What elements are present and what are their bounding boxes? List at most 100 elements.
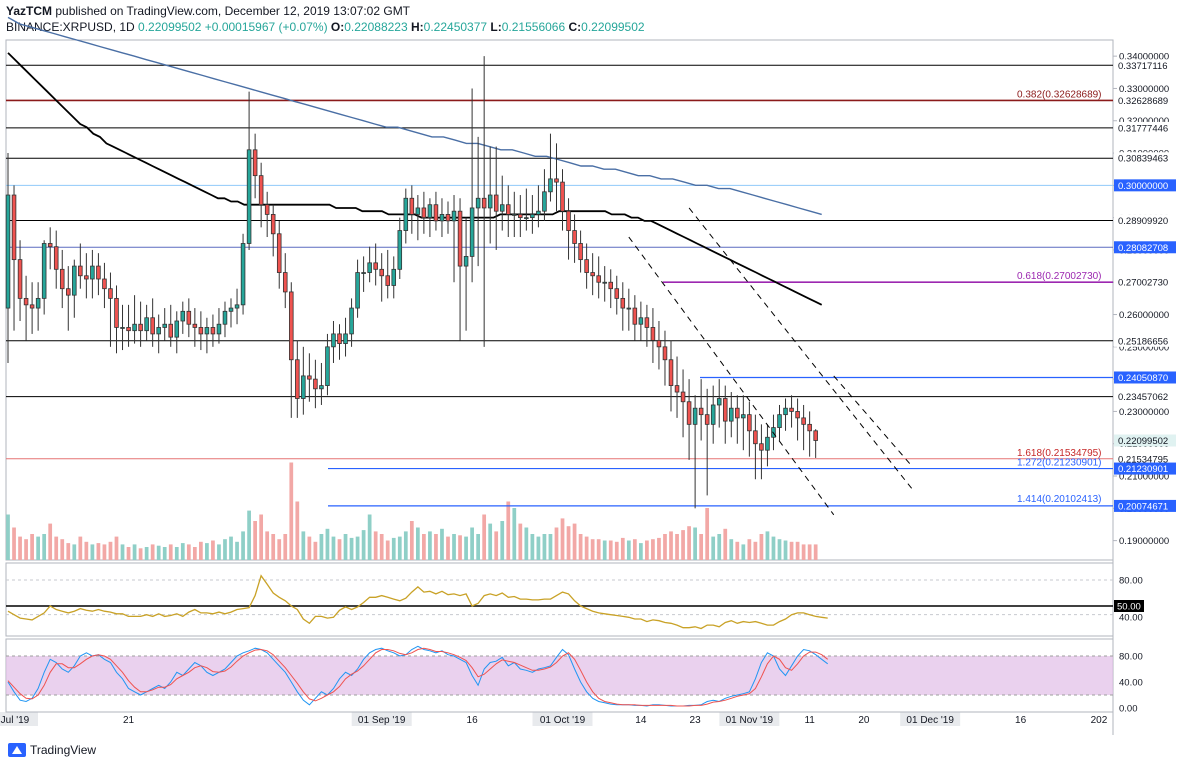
time-axis-label: 01 Oct '19 (540, 715, 586, 726)
candle-body (596, 275, 601, 283)
time-axis-label: 16 (1015, 715, 1027, 726)
price-tick-label: 0.25000000 (1119, 342, 1169, 353)
time-axis-label: 21 (123, 715, 135, 726)
candle-body (391, 268, 397, 286)
candle-body (373, 262, 378, 270)
volume-bar (602, 540, 607, 560)
volume-bar (337, 539, 342, 560)
candle-body (572, 230, 577, 244)
time-label-bg (719, 712, 780, 726)
channel-line-mid (833, 375, 913, 467)
candle-body (66, 288, 71, 296)
candle-body (234, 304, 240, 309)
rsi-pane (5, 562, 1114, 637)
candle-body (765, 436, 770, 451)
candle-body (102, 278, 107, 290)
level-label-bg (1114, 462, 1176, 475)
high-value: 0.22450377 (423, 20, 488, 34)
candle-body (493, 194, 499, 212)
publisher-line: YazTCM published on TradingView.com, Dec… (6, 4, 410, 18)
tradingview-logo-icon (8, 743, 26, 757)
price-pane (5, 39, 1114, 561)
volume-bar (271, 534, 276, 560)
volume-bar (663, 534, 667, 560)
candle-body (361, 272, 366, 274)
volume-bar (578, 534, 583, 560)
volume-bar (482, 514, 487, 560)
candle-body (144, 317, 149, 332)
level-label: 0.24050870 (1118, 373, 1168, 384)
footer-brand[interactable]: TradingView (8, 743, 96, 757)
candle-body (276, 233, 282, 273)
volume-bar (771, 536, 776, 560)
volume-bar (229, 536, 233, 560)
volume-bar (283, 534, 288, 560)
price-tick-label: 0.23000000 (1119, 407, 1169, 418)
candle-body (246, 149, 252, 244)
volume-bar (162, 547, 167, 560)
candle-body (566, 210, 571, 231)
candle-body (620, 297, 626, 309)
volume-bar (36, 536, 41, 560)
candle-body (548, 178, 553, 193)
chart-canvas[interactable]: 0.340000000.330000000.320000000.31000000… (0, 0, 1180, 740)
time-axis-label: 20 (858, 715, 870, 726)
volume-bar (789, 541, 794, 560)
volume-bar (247, 510, 251, 560)
candle-body (747, 414, 752, 432)
level-label-bg (1114, 179, 1176, 192)
volume-bar (84, 541, 89, 560)
volume-bar (645, 540, 649, 560)
volume-bar (542, 534, 547, 560)
volume-bar (18, 536, 22, 560)
candle-body (168, 323, 174, 338)
close-label: C: (568, 20, 582, 34)
volume-bar (150, 544, 155, 560)
volume-bar (186, 544, 191, 560)
volume-bar (48, 523, 53, 560)
price-tick-label: 0.21000000 (1119, 472, 1169, 483)
volume-bar (711, 536, 716, 560)
level-label-bg (1114, 452, 1176, 465)
time-axis-label: 01 Dec '19 (906, 715, 954, 726)
candle-body (397, 230, 403, 270)
candle-body (451, 210, 457, 222)
fib-label: 0.382(0.32628689) (1017, 89, 1102, 100)
level-label-bg (1114, 241, 1176, 254)
volume-bar (241, 531, 245, 560)
level-label: 0.33717116 (1118, 61, 1168, 72)
volume-bar (530, 534, 535, 560)
candle-body (560, 181, 565, 212)
candle-body (638, 317, 644, 325)
candle-body (349, 307, 354, 335)
volume-bar (223, 539, 227, 560)
volume-bar (783, 540, 788, 560)
publisher-name[interactable]: YazTCM (6, 4, 53, 18)
candle-body (108, 288, 113, 299)
volume-bar (331, 536, 336, 560)
volume-bar (626, 540, 631, 560)
open-value: 0.22088223 (344, 20, 408, 34)
volume-bar (343, 534, 348, 560)
ma-black-line (7, 52, 823, 306)
candle-body (777, 414, 782, 428)
candle-body (114, 297, 119, 328)
volume-bar (108, 541, 113, 560)
candle-body (524, 217, 529, 220)
volume-bar (729, 539, 734, 560)
candle-body (783, 407, 788, 416)
volume-bar (687, 526, 691, 560)
volume-bar (319, 534, 324, 560)
candle-body (5, 194, 11, 309)
time-axis-label: 16 (467, 715, 479, 726)
volume-bar (313, 541, 318, 560)
level-label: 0.22099502 (1118, 436, 1168, 447)
candle-body (216, 323, 222, 335)
candle-body (313, 378, 318, 390)
candle-body (307, 375, 312, 380)
stoch-band (6, 656, 1113, 695)
volume-bar (168, 544, 173, 560)
candle-body (150, 317, 155, 335)
volume-bar (566, 526, 571, 560)
volume-bar (536, 536, 541, 560)
